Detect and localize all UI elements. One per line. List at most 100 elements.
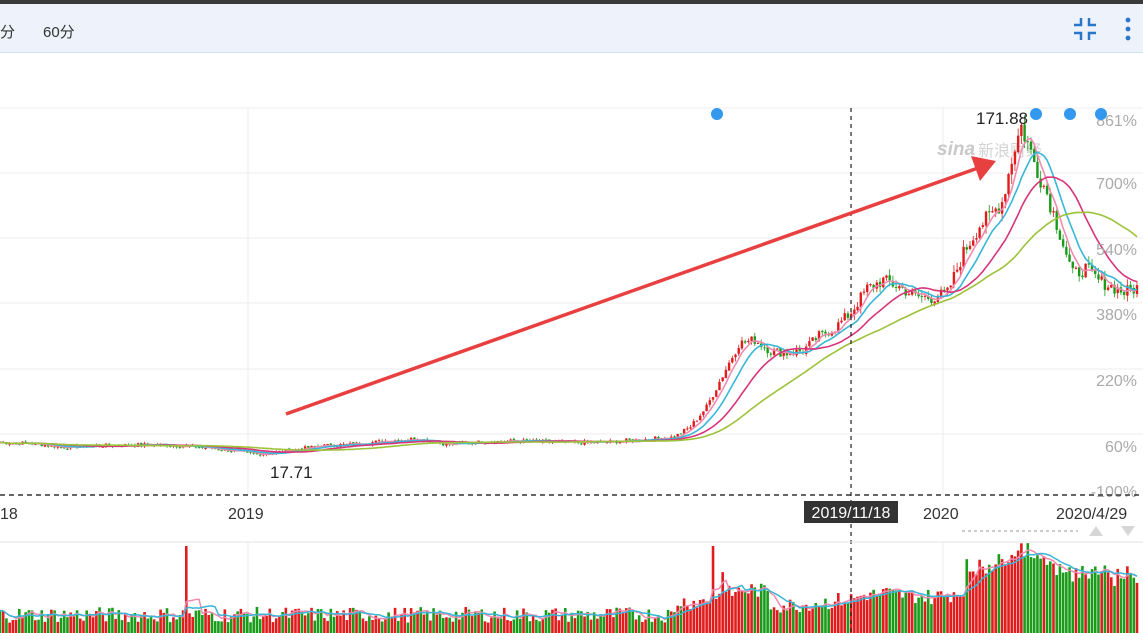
volume-bar — [637, 615, 641, 633]
volume-bar — [213, 621, 217, 633]
candle-body — [1055, 211, 1058, 230]
volume-bar — [994, 564, 997, 633]
volume-bar — [515, 610, 519, 633]
volume-bar — [130, 614, 133, 633]
volume-bar — [422, 614, 426, 633]
scroll-arrows[interactable] — [1089, 526, 1135, 536]
candle-body — [853, 309, 856, 315]
candle-body — [959, 266, 962, 271]
volume-bar — [798, 612, 802, 633]
y-tick-label: 60% — [1105, 439, 1137, 456]
candle-body — [824, 331, 827, 334]
volume-bar — [567, 621, 570, 633]
candlestick — [1116, 283, 1119, 299]
candle-body — [442, 442, 445, 446]
candle-body — [859, 292, 862, 308]
volume-bar — [1048, 561, 1052, 633]
volume-bar — [387, 612, 390, 633]
volume-bar — [576, 610, 580, 633]
volume-bar — [1058, 564, 1062, 633]
volume-bar — [194, 610, 198, 633]
volume-bar — [862, 594, 866, 633]
volume-bar — [17, 608, 21, 633]
candle-body — [307, 446, 310, 448]
volume-bar — [509, 621, 512, 633]
candle-body — [1039, 178, 1042, 188]
candlestick — [840, 317, 843, 324]
volume-bar — [85, 610, 89, 633]
volume-bar — [698, 599, 702, 633]
volume-bar — [1013, 556, 1017, 633]
candlestick — [856, 301, 859, 313]
candle-body — [625, 438, 628, 442]
candle-body — [525, 439, 528, 441]
volume-bar — [801, 605, 805, 633]
volume-bar — [1135, 582, 1139, 633]
volume-bar — [1020, 543, 1023, 633]
candlestick — [959, 261, 962, 277]
candlestick — [737, 344, 740, 356]
volume-bar — [714, 598, 718, 633]
event-markers[interactable] — [711, 108, 1107, 120]
volume-bar — [528, 621, 532, 633]
volume-bar — [833, 601, 837, 633]
volume-bar — [817, 605, 821, 633]
candle-body — [866, 284, 869, 292]
volume-ma10-line — [0, 552, 1138, 620]
volume-bar — [98, 607, 101, 633]
candle-body — [1100, 276, 1103, 280]
volume-bar — [220, 621, 223, 633]
volume-bar — [477, 612, 480, 633]
period-tab-minute[interactable]: 分 — [0, 24, 16, 41]
candle-body — [1004, 194, 1007, 202]
volume-bar — [396, 620, 400, 633]
candle-body — [971, 240, 975, 246]
collapse-icon[interactable] — [1071, 15, 1099, 48]
candle-body — [1122, 291, 1126, 295]
volume-bar — [46, 615, 50, 633]
volume-bar — [898, 590, 901, 633]
candle-body — [856, 306, 859, 311]
ma5-line — [0, 137, 1138, 456]
candle-body — [1010, 163, 1013, 175]
volume-bar — [621, 613, 625, 633]
volume-bar — [339, 615, 342, 633]
candle-body — [1007, 174, 1010, 195]
volume-bar — [538, 621, 541, 633]
candle-body — [689, 427, 692, 429]
volume-bar — [1074, 568, 1078, 633]
volume-bar — [226, 622, 230, 633]
volume-bar — [830, 607, 834, 633]
candlestick — [1016, 128, 1020, 154]
candle-body — [1090, 264, 1094, 270]
volume-bar — [345, 620, 349, 633]
volume-bar — [657, 615, 660, 633]
volume-bar — [419, 607, 423, 633]
volume-bar — [156, 621, 159, 633]
volume-bar — [769, 609, 773, 633]
candlestick — [1058, 228, 1062, 240]
volume-bar — [5, 618, 8, 633]
more-vertical-icon[interactable] — [1121, 15, 1135, 48]
volume-bar — [631, 611, 635, 633]
candle-body — [255, 453, 259, 455]
volume-bar — [1000, 559, 1004, 633]
candle-body — [695, 420, 699, 422]
period-tab-60min[interactable]: 60分 — [43, 24, 75, 41]
volume-bar — [702, 599, 705, 633]
candlestick — [763, 344, 766, 351]
volume-bar — [705, 601, 708, 633]
scroll-down-icon — [1121, 526, 1135, 536]
volume-bar — [384, 618, 387, 633]
low-price-label: 17.71 — [270, 463, 313, 482]
candle-body — [1068, 254, 1071, 262]
volume-bar — [69, 612, 72, 633]
stock-chart[interactable]: sina 新浪财经 861% 700% 540% 380% 220% 60% -… — [0, 52, 1143, 633]
volume-bar — [461, 612, 464, 633]
volume-bar — [608, 609, 612, 633]
volume-bar — [1004, 564, 1007, 633]
y-tick-label: 540% — [1096, 242, 1137, 259]
volume-bar — [217, 621, 220, 633]
volume-bar — [117, 610, 121, 633]
volume-bar — [72, 616, 76, 633]
